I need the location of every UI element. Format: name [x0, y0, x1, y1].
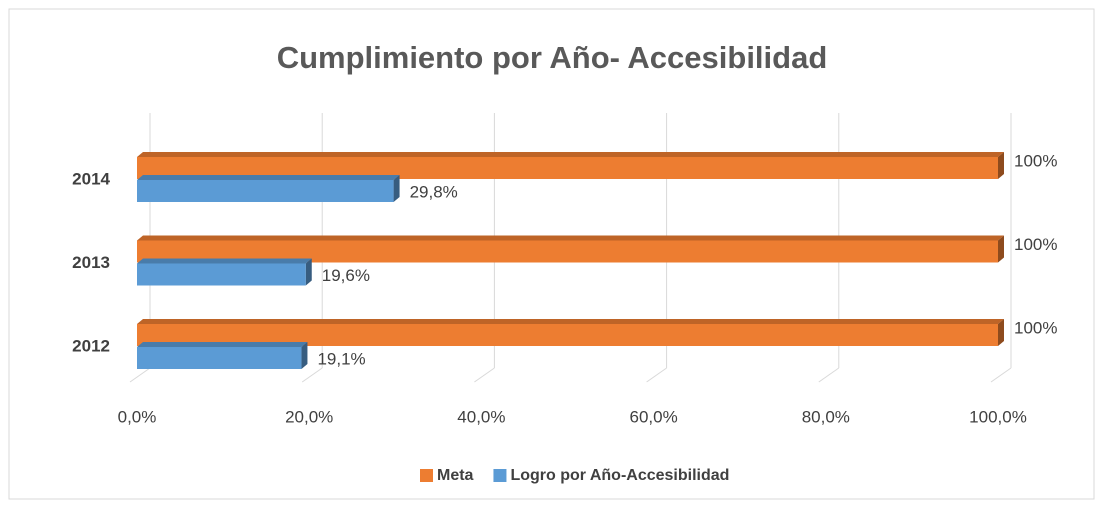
- x-tick-label: 60,0%: [629, 407, 677, 426]
- x-tick-label: 0,0%: [118, 407, 157, 426]
- value-label: 100%: [1014, 235, 1057, 254]
- grid-line-floor: [818, 367, 840, 383]
- value-label: 100%: [1014, 151, 1057, 170]
- y-tick-label: 2012: [72, 336, 110, 355]
- bar-side: [998, 152, 1004, 179]
- bar-side: [301, 342, 308, 369]
- bar-side: [998, 235, 1004, 263]
- bar-side: [393, 175, 400, 202]
- legend-label: Meta: [437, 467, 474, 484]
- bar-top: [137, 152, 1004, 157]
- legend-swatch: [420, 469, 433, 482]
- bar: [137, 347, 302, 369]
- y-tick-label: 2013: [72, 253, 110, 272]
- bar-top: [137, 342, 308, 347]
- bar-side: [305, 258, 312, 286]
- grid-line-floor: [646, 367, 667, 383]
- bar-side: [998, 319, 1004, 346]
- grid-line-floor: [129, 367, 151, 383]
- bar-top: [137, 258, 312, 264]
- value-label: 19,6%: [322, 266, 370, 285]
- bar: [137, 263, 306, 286]
- bar-top: [137, 319, 1004, 324]
- value-label: 29,8%: [410, 182, 458, 201]
- grid-line-floor: [474, 367, 495, 383]
- bar: [137, 157, 998, 179]
- x-tick-label: 80,0%: [802, 407, 850, 426]
- y-tick-label: 2014: [72, 169, 110, 188]
- legend-swatch: [493, 469, 507, 482]
- legend-label: Logro por Año-Accesibilidad: [510, 467, 729, 484]
- bar: [137, 180, 394, 202]
- bar-top: [137, 175, 400, 180]
- x-tick-label: 40,0%: [457, 407, 505, 426]
- value-label: 100%: [1014, 318, 1057, 337]
- x-tick-label: 20,0%: [285, 407, 333, 426]
- grid-line-floor: [301, 367, 323, 383]
- grid-line-floor: [990, 367, 1012, 383]
- chart-title: Cumplimiento por Año- Accesibilidad: [277, 40, 828, 75]
- value-label: 19,1%: [317, 349, 365, 368]
- bar-top: [137, 235, 1004, 241]
- x-tick-label: 100,0%: [969, 407, 1027, 426]
- bar: [137, 240, 998, 263]
- bar: [137, 324, 998, 346]
